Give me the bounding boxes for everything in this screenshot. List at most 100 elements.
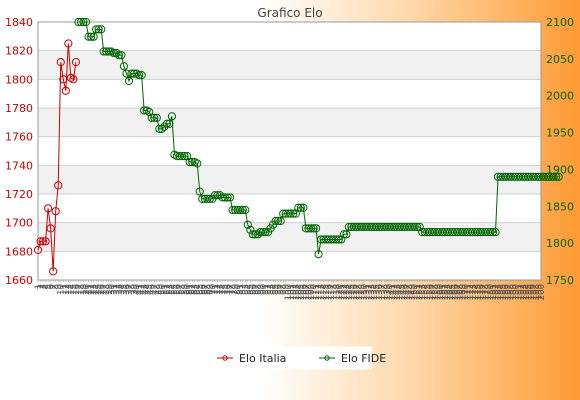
- x-tick-label: 131: [363, 284, 373, 300]
- x-tick-label: 187: [504, 284, 514, 300]
- x-tick-label: 116: [325, 284, 335, 300]
- x-tick-label: 44: [143, 284, 153, 295]
- x-tick-label: 100: [284, 284, 294, 300]
- data-point-elo-fide: [334, 235, 343, 244]
- x-tick-label: 58: [178, 284, 188, 295]
- x-tick-label: 17: [74, 284, 84, 295]
- data-point-elo-fide: [193, 159, 202, 168]
- legend-marker-elo-fide: [324, 355, 330, 361]
- x-tick-label: 176: [476, 284, 486, 300]
- x-tick-label: 167: [454, 284, 464, 300]
- x-tick-label: 146: [401, 284, 411, 300]
- data-point-elo-fide: [488, 227, 498, 237]
- data-point-elo-fide: [220, 193, 230, 202]
- x-tick-label: 19: [79, 284, 89, 295]
- data-point-elo-italia: [64, 39, 73, 48]
- data-point-elo-italia: [51, 207, 60, 216]
- data-point-elo-fide: [165, 119, 174, 128]
- x-tick-label: 197: [529, 284, 539, 300]
- x-tick-label: 150: [411, 284, 421, 300]
- x-tick-label: 140: [385, 284, 395, 300]
- x-tick-label: 103: [292, 284, 302, 300]
- grid-lines: [37, 21, 542, 281]
- x-tick-label: 110: [310, 284, 320, 300]
- x-tick-label: 145: [398, 284, 408, 300]
- data-point-elo-fide: [215, 191, 225, 200]
- x-tick-label: 163: [443, 284, 453, 300]
- x-tick-label: 148: [406, 284, 416, 300]
- x-tick-label: 101: [287, 284, 297, 300]
- data-point-elo-fide: [135, 70, 144, 80]
- data-point-elo-fide: [306, 224, 316, 233]
- data-point-elo-fide: [203, 194, 212, 204]
- right-tick-label: 2050: [546, 53, 574, 66]
- left-tick-label: 1820: [5, 45, 33, 58]
- right-axis: 1750 1800 1850 1900 1950 2000 2050 2100: [546, 16, 574, 287]
- x-tick-label: 177: [479, 284, 489, 300]
- x-tick-label: 47: [150, 284, 160, 295]
- x-tick-label: 106: [299, 284, 309, 300]
- data-point-elo-fide: [92, 25, 101, 34]
- x-tick-label: 10: [57, 284, 67, 295]
- x-tick-label: 27: [100, 284, 110, 295]
- x-tick-label: 198: [532, 284, 542, 300]
- data-point-elo-italia: [49, 267, 58, 276]
- data-point-elo-fide: [552, 172, 561, 181]
- x-tick-label: 30: [107, 284, 117, 295]
- data-point-elo-fide: [94, 25, 103, 34]
- x-tick-label: 24: [92, 284, 102, 295]
- x-tick-label: 184: [497, 284, 507, 300]
- data-point-elo-fide: [226, 193, 235, 202]
- left-tick-label: 1840: [5, 16, 33, 29]
- x-tick-label: 133: [368, 284, 378, 300]
- x-tick-label: 77: [226, 284, 236, 295]
- data-point-elo-fide: [274, 216, 283, 226]
- x-tick-label: 136: [375, 284, 385, 300]
- x-tick-label: 97: [277, 284, 287, 295]
- data-point-elo-fide: [124, 76, 134, 86]
- x-tick-label: 53: [165, 284, 175, 295]
- x-tick-label: 132: [365, 284, 375, 300]
- x-tick-label: 92: [264, 284, 274, 295]
- legend: Elo Italia Elo FIDE: [210, 346, 386, 370]
- x-tick-label: 126: [350, 284, 360, 300]
- x-tick-label: 20: [82, 284, 92, 295]
- x-tick-label: 114: [320, 284, 330, 300]
- x-tick-label: 31: [110, 284, 120, 295]
- x-tick-label: 149: [408, 284, 418, 300]
- data-point-elo-fide: [162, 119, 172, 128]
- data-point-elo-fide: [104, 47, 113, 56]
- data-point-elo-fide: [238, 205, 247, 215]
- x-tick-label: 135: [373, 284, 383, 300]
- x-tick-label: 129: [358, 284, 368, 300]
- x-tick-label: 142: [390, 284, 400, 300]
- data-point-elo-fide: [129, 69, 139, 78]
- x-tick-label: 82: [239, 284, 249, 295]
- data-point-elo-fide: [276, 216, 285, 226]
- data-point-elo-fide: [314, 250, 323, 259]
- data-point-elo-fide: [213, 191, 222, 200]
- plot-band: [38, 222, 541, 252]
- x-tick-label: 69: [206, 284, 216, 295]
- left-tick-label: 1720: [5, 188, 33, 201]
- x-tick-label: 35: [120, 284, 130, 295]
- data-point-elo-fide: [243, 220, 252, 229]
- x-tick-label: 50: [158, 284, 168, 295]
- x-tick-label: 164: [446, 284, 456, 300]
- left-tick-label: 1700: [5, 217, 33, 230]
- x-tick-label: 196: [527, 284, 537, 300]
- x-tick-label: 188: [507, 284, 517, 300]
- x-tick-label: 182: [492, 284, 502, 300]
- x-tick-label: 157: [428, 284, 438, 300]
- x-tick-label: 88: [254, 284, 264, 295]
- left-tick-label: 1740: [5, 159, 33, 172]
- x-tick-label: 123: [342, 284, 352, 300]
- x-tick-label: 80: [234, 284, 244, 295]
- data-point-elo-fide: [236, 205, 245, 215]
- data-point-elo-fide: [486, 227, 495, 237]
- data-point-elo-fide: [137, 70, 146, 80]
- x-tick-label: 154: [421, 284, 431, 300]
- x-tick-label: 6: [47, 284, 57, 289]
- data-point-elo-fide: [117, 51, 126, 60]
- data-point-elo-fide: [253, 230, 262, 239]
